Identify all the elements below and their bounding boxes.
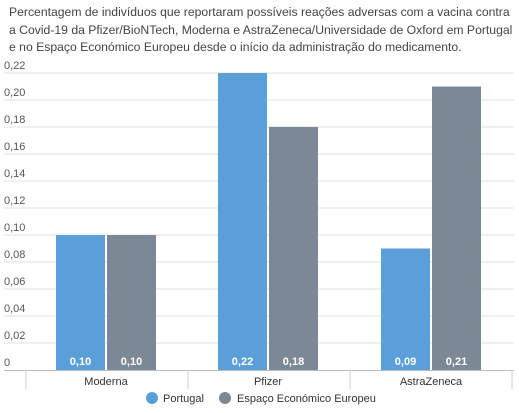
legend-marker — [219, 392, 231, 404]
x-axis: Moderna Pfizer AstraZeneca — [4, 370, 514, 389]
bar-data-label: 0,10 — [121, 356, 142, 368]
y-tick-label: 0,10 — [4, 222, 25, 234]
x-category-label: AstraZeneca — [400, 376, 463, 388]
legend-label: Espaço Económico Europeu — [237, 393, 376, 405]
y-tick-label: 0,02 — [4, 330, 25, 342]
y-tick-label: 0,22 — [4, 60, 25, 72]
bar — [381, 248, 430, 370]
y-tick-label: 0,04 — [4, 303, 25, 315]
x-category-label: Moderna — [84, 376, 128, 388]
y-tick-label: 0,08 — [4, 249, 25, 261]
bar — [218, 73, 267, 370]
y-tick-label: 0,16 — [4, 141, 25, 153]
bar — [56, 235, 105, 370]
y-tick-label: 0,18 — [4, 114, 25, 126]
legend-marker — [146, 392, 158, 404]
y-tick-label: 0,20 — [4, 87, 25, 99]
bar-data-label: 0,18 — [283, 356, 304, 368]
bar — [432, 86, 481, 370]
y-axis-ticks: 0 0,02 0,04 0,06 0,08 0,10 0,12 0,14 0,16 0,18 0,2… — [4, 60, 25, 369]
legend: Portugal Espaço Económico Europeu — [146, 392, 376, 405]
y-tick-label: 0,14 — [4, 168, 25, 180]
bar-data-label: 0,10 — [70, 356, 91, 368]
bar-data-label: 0,09 — [395, 356, 416, 368]
x-category-label: Pfizer — [254, 376, 282, 388]
y-tick-label: 0,12 — [4, 195, 25, 207]
bar — [269, 127, 318, 370]
bar — [107, 235, 156, 370]
bar-data-label: 0,21 — [446, 356, 467, 368]
bar-data-label: 0,22 — [232, 356, 253, 368]
bars: 0,10 0,10 0,22 0,18 0,09 0,21 — [56, 73, 481, 370]
y-tick-label: 0 — [4, 357, 10, 369]
legend-label: Portugal — [163, 393, 204, 405]
y-tick-label: 0,06 — [4, 276, 25, 288]
chart-title: Percentagem de indivíduos que reportaram… — [9, 5, 513, 54]
